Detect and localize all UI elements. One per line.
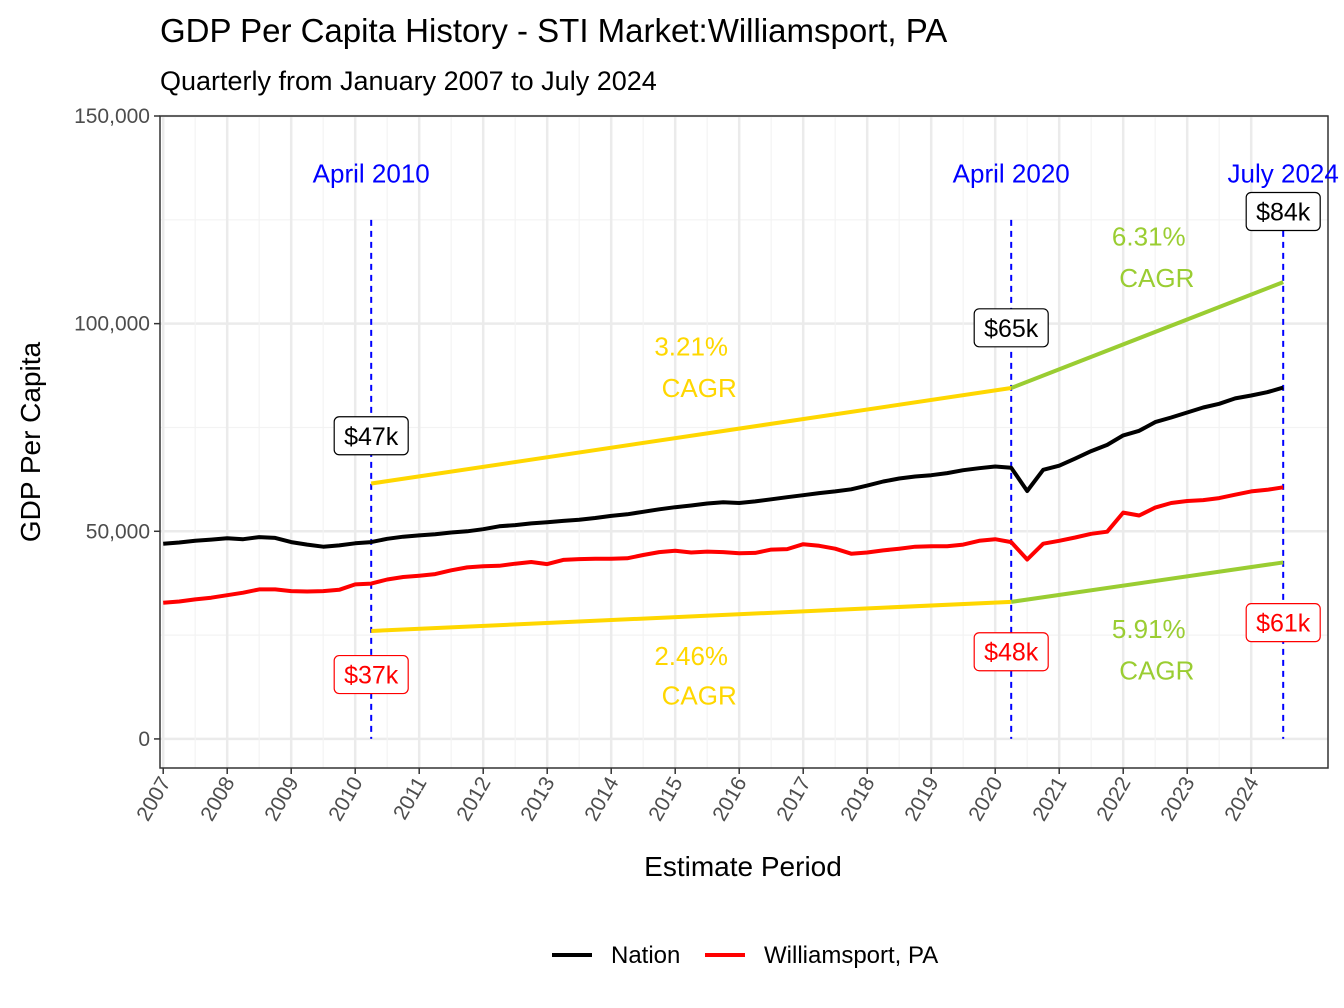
trend-line — [370, 386, 1012, 486]
event-label: April 2020 — [953, 158, 1070, 188]
x-tick-label: 2011 — [389, 773, 432, 824]
trend-line — [1010, 280, 1284, 390]
cagr-percent-label: 3.21% — [654, 331, 728, 361]
plot-panel — [159, 115, 1329, 769]
series-line — [163, 485, 1284, 605]
value-label-box — [1245, 191, 1321, 232]
y-tick-label: 0 — [138, 728, 150, 751]
cagr-caption-label: CAGR — [662, 680, 737, 710]
trend-lines — [370, 280, 1284, 633]
annotations: 3.21% CAGR 2.46% CAGR 6.31% CAGR 5.91% CAGR $47k… — [333, 191, 1321, 710]
chart-subtitle: Quarterly from January 2007 to July 2024 — [160, 66, 657, 96]
series-lines — [163, 385, 1284, 605]
x-axis-title: Estimate Period — [644, 851, 842, 882]
x-tick-label: 2015 — [644, 773, 687, 825]
value-label: $61k — [1256, 610, 1311, 638]
x-tick-label: 2020 — [964, 773, 1007, 825]
x-tick-label: 2013 — [516, 773, 559, 825]
cagr-caption-label: CAGR — [1119, 263, 1194, 293]
x-tick-label: 2021 — [1028, 773, 1071, 825]
legend-label: Williamsport, PA — [764, 942, 938, 969]
x-tick-label: 2012 — [452, 773, 495, 825]
value-label-box — [333, 654, 409, 695]
value-label: $47k — [344, 423, 399, 451]
event-label: April 2010 — [313, 158, 430, 188]
y-axis-title: GDP Per Capita — [15, 341, 46, 542]
x-tick-label: 2009 — [260, 773, 303, 825]
cagr-caption-label: CAGR — [662, 373, 737, 403]
value-label: $65k — [984, 315, 1039, 343]
y-tick-label: 50,000 — [86, 520, 150, 543]
x-tick-label: 2010 — [324, 773, 367, 825]
x-tick-label: 2016 — [708, 773, 751, 825]
value-label-box — [333, 416, 409, 456]
legend: Nation Williamsport, PA — [552, 942, 938, 969]
chart-title: GDP Per Capita History - STI Market:Will… — [160, 12, 947, 49]
event-label: July 2024 — [1228, 158, 1339, 188]
x-tick-label: 2019 — [900, 773, 943, 825]
value-label: $37k — [344, 662, 399, 690]
y-tick-label: 100,000 — [74, 313, 150, 336]
trend-line — [371, 599, 1012, 633]
axes: 0 50,000 100,000 150,000 2007 2008 2009 2010 201… — [74, 105, 1264, 825]
value-label: $84k — [1256, 199, 1311, 227]
x-tick-label: 2023 — [1156, 773, 1199, 825]
x-tick-label: 2007 — [132, 773, 175, 825]
value-label: $48k — [984, 639, 1039, 667]
trend-line — [1010, 560, 1284, 604]
x-tick-label: 2022 — [1092, 773, 1135, 825]
x-tick-label: 2018 — [836, 773, 879, 825]
value-label-box — [973, 308, 1049, 348]
cagr-percent-label: 5.91% — [1112, 614, 1186, 644]
cagr-percent-label: 6.31% — [1112, 221, 1186, 251]
x-tick-label: 2024 — [1220, 773, 1263, 825]
x-tick-label: 2017 — [772, 773, 815, 825]
series-line — [163, 385, 1284, 549]
x-tick-label: 2014 — [580, 773, 623, 825]
legend-label: Nation — [611, 942, 680, 969]
cagr-percent-label: 2.46% — [654, 641, 728, 671]
cagr-caption-label: CAGR — [1119, 655, 1194, 685]
x-tick-label: 2008 — [196, 773, 239, 825]
value-label-box — [973, 632, 1049, 672]
y-tick-label: 150,000 — [74, 105, 150, 128]
value-label-box — [1245, 603, 1321, 643]
